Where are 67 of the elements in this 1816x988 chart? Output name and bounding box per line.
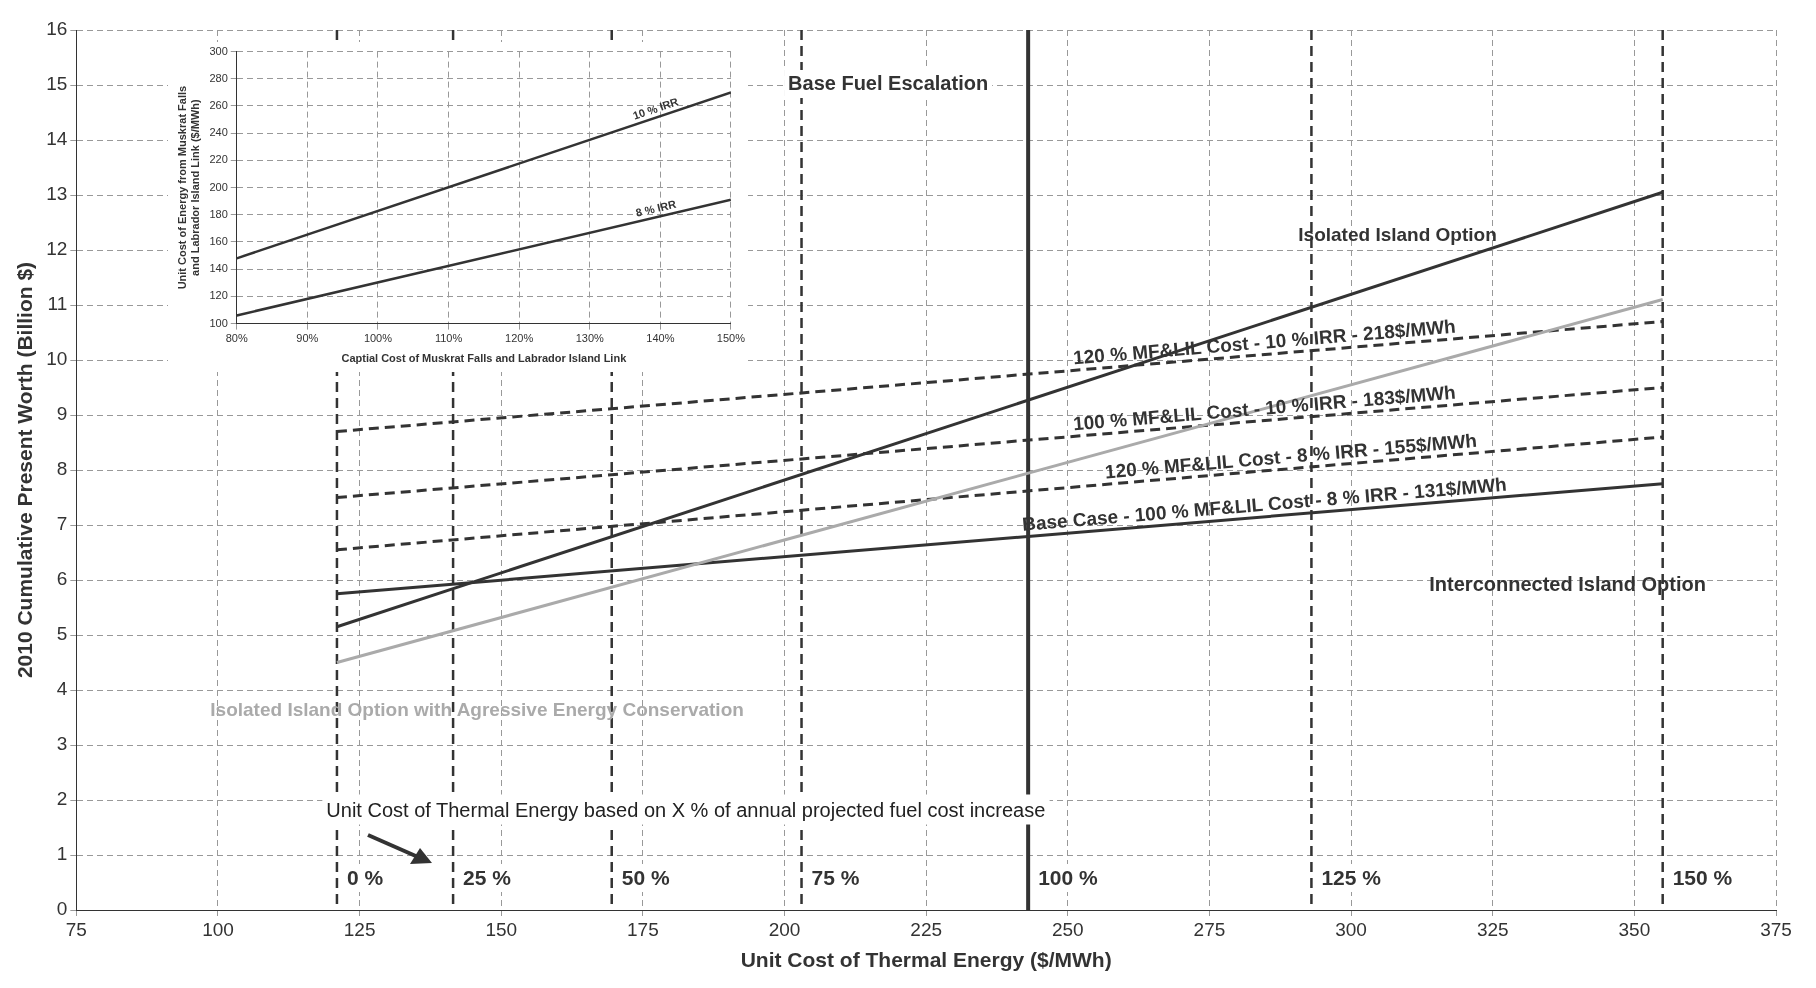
x-tick-label: 150% [716, 332, 746, 345]
y-tick-label: 100 [209, 316, 228, 329]
x-tick-label: 325 [1476, 918, 1509, 940]
annotation: Interconnected Island Option [1429, 573, 1706, 595]
series-label: 100 % MF&LIL Cost - 10 % IRR - 183$/MWh [1072, 381, 1457, 435]
annotation: Unit Cost of Thermal Energy based on X % of annual projected fuel cost increase [326, 798, 1046, 821]
x-tick-label: 120% [505, 332, 534, 345]
annotation: 50 % [621, 866, 670, 889]
y-tick-label: 2 [56, 788, 68, 810]
y-tick-label: 12 [46, 238, 68, 260]
y-tick-label: 300 [209, 44, 228, 57]
x-tick-label: 275 [1193, 918, 1226, 940]
y-tick-label: 140 [209, 262, 228, 275]
x-tick-label: 350 [1618, 918, 1651, 940]
x-tick-label: 225 [910, 918, 943, 940]
y-tick-label: 13 [46, 183, 68, 205]
series-label: Isolated Island Option [1298, 224, 1497, 246]
y-tick-label: 5 [56, 623, 68, 645]
text: 10 % IRR [631, 95, 680, 122]
y-tick-label: 11 [47, 293, 68, 315]
y-tick-label: 9 [56, 403, 68, 425]
annotation: 150 % [1672, 866, 1733, 889]
y-tick-label: 240 [209, 126, 228, 139]
x-tick-label: 175 [627, 918, 659, 940]
x-tick-label: 250 [1051, 918, 1084, 940]
y-tick-label: 10 [46, 348, 68, 370]
y-tick-label: 6 [56, 568, 68, 590]
x-tick-label: 150 [485, 918, 518, 940]
y-tick-label: 180 [209, 207, 228, 220]
y-tick-label: 3 [56, 733, 68, 755]
annotation: 100 % [1038, 866, 1099, 889]
x-tick-label: 75 [65, 918, 87, 940]
y-tick-label: 8 [56, 458, 68, 480]
y-tick-label: 0 [56, 898, 68, 920]
x-tick-label: 130% [575, 332, 605, 345]
annotation: Base Fuel Escalation [788, 72, 989, 94]
text: Isolated Island Option with Agressive Energy Conservation [210, 699, 744, 721]
y-tick-label: 4 [56, 678, 68, 700]
y-tick-label: 220 [209, 153, 228, 166]
text: 8 % IRR [634, 197, 678, 219]
annotation: 75 % [811, 866, 860, 889]
y-tick-label: 1 [56, 843, 68, 865]
y-tick-label: 280 [209, 71, 228, 84]
y-tick-label: 16 [46, 18, 68, 40]
y-tick-label: 7 [56, 513, 68, 535]
x-tick-label: 100% [363, 332, 393, 345]
x-tick-label: 90% [296, 332, 319, 345]
x-tick-label: 140% [646, 332, 675, 345]
y-tick-label: 200 [209, 180, 228, 193]
y-tick-label: 15 [46, 73, 68, 95]
y-axis-title: Unit Cost of Energy from Muskrat Falls and Labrador Island Link ($/MWh) [175, 85, 201, 290]
x-tick-label: 80% [225, 332, 248, 345]
y-axis-title: 2010 Cumulative Present Worth (Billion $) [13, 261, 37, 679]
annotation: 0 % [346, 866, 384, 889]
y-tick-label: 260 [209, 99, 228, 112]
y-tick-label: 160 [209, 235, 228, 248]
y-tick-label: 120 [209, 289, 228, 302]
y-tick-label: 14 [46, 128, 68, 150]
x-tick-label: 375 [1760, 918, 1792, 940]
x-tick-label: 200 [768, 918, 801, 940]
x-axis-title: Captial Cost of Muskrat Falls and Labrador Island Link [341, 352, 628, 365]
x-tick-label: 300 [1335, 918, 1367, 940]
annotation: 125 % [1321, 866, 1382, 889]
annotation: 25 % [463, 866, 512, 889]
x-tick-label: 110% [434, 332, 463, 345]
x-axis-title: Unit Cost of Thermal Energy ($/MWh) [740, 948, 1112, 972]
x-tick-label: 125 [343, 918, 376, 940]
